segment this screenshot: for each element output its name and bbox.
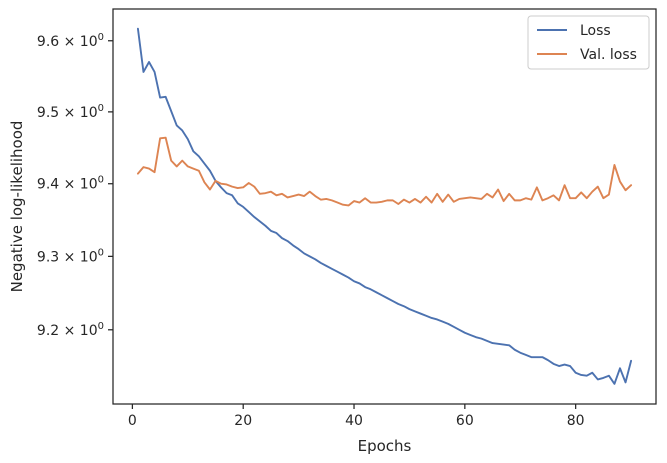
y-tick-label: 9.6 × 100	[37, 32, 104, 50]
x-axis-label: Epochs	[358, 437, 412, 455]
series-line-val-loss	[136, 136, 633, 207]
legend-label-loss: Loss	[580, 23, 611, 39]
series-line-loss	[136, 27, 633, 385]
x-tick-label: 40	[345, 413, 363, 429]
y-tick-label: 9.4 × 100	[37, 175, 104, 193]
plot-frame	[112, 8, 657, 405]
series-layer	[136, 27, 633, 385]
y-tick-label: 9.2 × 100	[37, 321, 104, 339]
y-tick-label: 9.5 × 100	[37, 103, 104, 121]
y-axis-label: Negative log-likelihood	[8, 121, 26, 293]
x-tick-label: 20	[234, 413, 252, 429]
x-tick-label: 60	[456, 413, 474, 429]
ticks-layer: 0 20 40 60 80 9.2 × 100 9.3 × 100 9.4 × 100 9.5 …	[37, 32, 585, 429]
y-tick-label: 9.3 × 100	[37, 247, 104, 265]
legend: Loss Val. loss	[527, 15, 650, 70]
legend-label-val-loss: Val. loss	[580, 47, 637, 63]
plot-background	[113, 9, 656, 404]
x-tick-label: 0	[128, 413, 137, 429]
x-tick-label: 80	[567, 413, 585, 429]
